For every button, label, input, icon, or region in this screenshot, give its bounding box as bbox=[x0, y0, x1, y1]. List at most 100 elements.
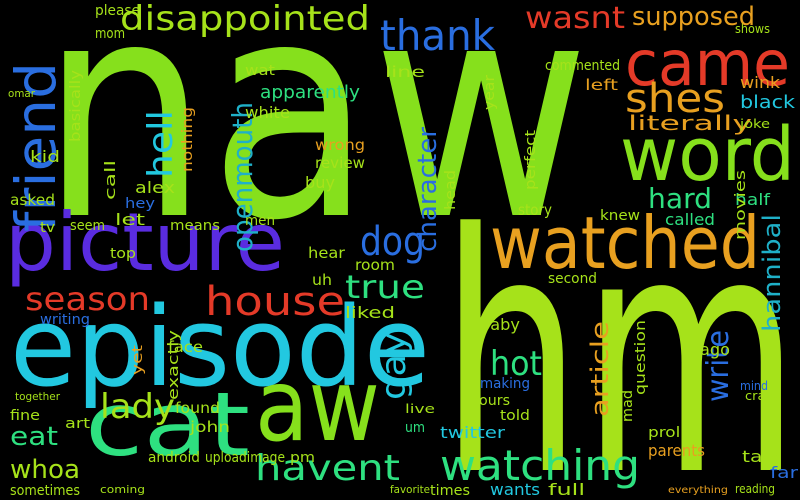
cloud-word: times bbox=[430, 483, 470, 499]
cloud-word: favorite bbox=[390, 483, 430, 496]
cloud-word: everything bbox=[668, 485, 728, 496]
cloud-word: dog bbox=[360, 219, 425, 265]
cloud-word: face bbox=[168, 338, 203, 356]
cloud-word: talk bbox=[742, 447, 781, 466]
cloud-word: mom bbox=[95, 26, 125, 42]
cloud-word: gay bbox=[374, 332, 414, 400]
cloud-word: literally bbox=[628, 111, 752, 135]
cloud-word: called bbox=[665, 210, 715, 229]
cloud-word: season bbox=[25, 280, 150, 318]
cloud-word: hell bbox=[141, 110, 181, 178]
cloud-word: watched bbox=[490, 201, 760, 285]
cloud-word: basically bbox=[68, 70, 84, 142]
cloud-word: second bbox=[548, 271, 597, 287]
cloud-word: left bbox=[585, 76, 618, 94]
cloud-word: art bbox=[65, 416, 91, 432]
cloud-word: cat bbox=[85, 373, 250, 476]
cloud-word: commented bbox=[545, 58, 620, 74]
cloud-word: havent bbox=[255, 448, 400, 489]
cloud-word: together bbox=[15, 390, 60, 403]
cloud-word: wat bbox=[245, 63, 276, 79]
cloud-word: room bbox=[355, 256, 395, 274]
cloud-word: uploadimage bbox=[205, 450, 285, 466]
cloud-word: head bbox=[443, 170, 459, 210]
cloud-word: mad bbox=[620, 390, 636, 422]
cloud-word: top bbox=[110, 246, 136, 262]
cloud-word: joke bbox=[739, 117, 770, 131]
cloud-word: hannibal bbox=[758, 214, 786, 332]
cloud-word: means bbox=[170, 218, 220, 234]
cloud-word: wink bbox=[740, 73, 781, 92]
cloud-word: line bbox=[385, 63, 425, 81]
cloud-word: question bbox=[633, 320, 649, 395]
cloud-word: story bbox=[518, 201, 552, 219]
cloud-word: watching bbox=[440, 441, 640, 490]
cloud-word: apparently bbox=[260, 82, 360, 103]
cloud-word: whoa bbox=[10, 455, 80, 485]
cloud-word: writing bbox=[40, 312, 90, 328]
cloud-word: friend bbox=[4, 62, 68, 232]
cloud-word: article bbox=[586, 321, 614, 417]
cloud-word: please bbox=[95, 3, 140, 19]
cloud-word: yet bbox=[130, 344, 146, 375]
cloud-word: crazy bbox=[745, 389, 780, 403]
cloud-word: house bbox=[205, 279, 345, 325]
cloud-word: twitter bbox=[440, 423, 506, 442]
cloud-word: half bbox=[735, 190, 770, 209]
cloud-word: shows bbox=[735, 22, 770, 36]
cloud-word: pm bbox=[290, 450, 315, 466]
cloud-word: hours bbox=[470, 393, 510, 409]
cloud-word: um bbox=[405, 420, 425, 436]
cloud-word: far bbox=[770, 463, 799, 482]
cloud-word: black bbox=[740, 92, 796, 113]
cloud-word: hot bbox=[490, 344, 542, 384]
cloud-word: ago bbox=[700, 340, 730, 359]
cloud-word: wrong bbox=[315, 136, 365, 154]
cloud-word: alex bbox=[135, 178, 175, 197]
cloud-word: let bbox=[115, 210, 145, 229]
cloud-word: lady bbox=[100, 387, 175, 427]
cloud-word: liked bbox=[345, 303, 395, 322]
cloud-word: buy bbox=[305, 173, 335, 192]
cloud-word: full bbox=[548, 480, 585, 499]
cloud-word: hear bbox=[308, 244, 346, 262]
cloud-word: men bbox=[245, 213, 275, 229]
cloud-word: hey bbox=[125, 196, 155, 212]
cloud-word: review bbox=[315, 154, 365, 172]
cloud-word: came bbox=[625, 27, 790, 100]
cloud-word: aw bbox=[255, 347, 380, 464]
cloud-word: hard bbox=[648, 182, 712, 215]
cloud-word: year bbox=[482, 75, 498, 110]
cloud-word: omar bbox=[8, 87, 35, 100]
cloud-word: eat bbox=[10, 422, 58, 452]
cloud-word: write bbox=[701, 330, 736, 402]
cloud-word: baby bbox=[480, 315, 520, 334]
cloud-word: asked bbox=[10, 191, 55, 209]
cloud-word: openmouth bbox=[226, 102, 259, 252]
cloud-word: mind bbox=[740, 379, 768, 393]
cloud-word: picture bbox=[5, 196, 285, 289]
cloud-word: live bbox=[405, 402, 435, 416]
cloud-word: movies bbox=[733, 170, 749, 240]
cloud-word: wants bbox=[490, 480, 540, 499]
cloud-word: sometimes bbox=[10, 483, 80, 499]
cloud-word: parents bbox=[648, 441, 705, 460]
cloud-word: john bbox=[189, 418, 230, 436]
cloud-word: hm bbox=[440, 164, 800, 500]
cloud-word: told bbox=[500, 408, 530, 424]
cloud-word: word bbox=[620, 112, 795, 198]
cloud-word: naw bbox=[40, 0, 590, 286]
cloud-word: shes bbox=[625, 76, 725, 122]
cloud-word: prolly bbox=[648, 425, 695, 441]
cloud-word: fine bbox=[10, 408, 40, 424]
cloud-word: tv bbox=[40, 220, 55, 236]
cloud-word: supposed bbox=[632, 2, 755, 32]
cloud-word: knew bbox=[600, 208, 640, 224]
cloud-word: uh bbox=[312, 271, 332, 289]
cloud-word: true bbox=[345, 268, 425, 306]
cloud-word: thank bbox=[380, 11, 496, 60]
cloud-word: character bbox=[413, 127, 443, 252]
cloud-word: reading bbox=[735, 482, 775, 496]
